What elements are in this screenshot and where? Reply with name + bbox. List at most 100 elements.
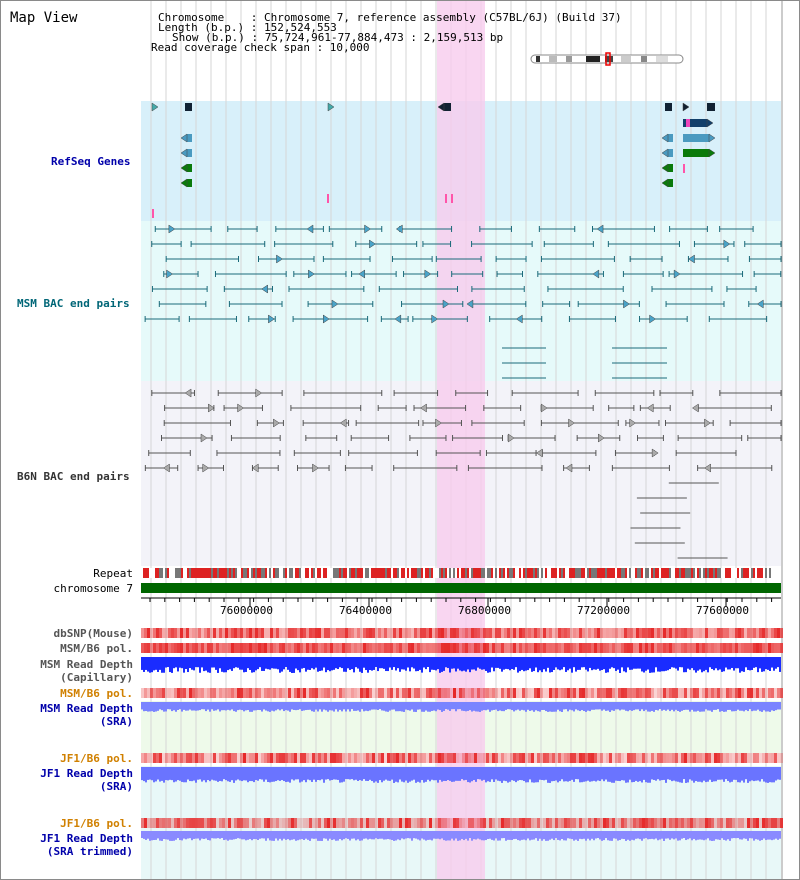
jf1-b6-pol-strip	[396, 753, 399, 763]
jf1-depth-trimmed-bar	[739, 831, 741, 840]
jf1-b6-pol-strip	[774, 753, 777, 763]
msm-b6-pol-strip-2	[252, 688, 255, 698]
msm-depth-capillary-bar	[657, 657, 659, 672]
jf1-depth-sra-bar	[571, 767, 573, 780]
jf1-b6-pol-strip	[501, 753, 504, 763]
msm-depth-capillary-bar	[561, 657, 563, 670]
track-label-jf1-b6-pol-2: JF1/B6 pol.	[60, 817, 133, 830]
msm-depth-capillary-bar	[409, 657, 411, 672]
b6n-bac-pair-end	[598, 433, 605, 443]
dbsnp-strip	[273, 628, 276, 638]
track-label-msm-bac[interactable]: MSM BAC end pairs	[17, 297, 130, 310]
jf1-b6-pol-strip-2	[147, 818, 150, 828]
msm-depth-sra-bar	[381, 702, 383, 711]
msm-b6-pol-strip	[234, 643, 237, 653]
jf1-depth-trimmed-bar	[301, 831, 303, 840]
msm-depth-capillary-bar	[475, 657, 477, 671]
jf1-depth-trimmed-bar	[143, 831, 145, 839]
jf1-depth-trimmed-bar	[233, 831, 235, 840]
b6n-bac-pair-end	[237, 403, 245, 413]
repeat-segment	[161, 568, 163, 578]
msm-depth-capillary-bar	[377, 657, 379, 672]
msm-b6-pol-strip-2	[288, 688, 291, 698]
msm-depth-capillary-bar	[197, 657, 199, 668]
msm-depth-sra-bar	[641, 702, 643, 710]
msm-bac-pair-end	[649, 314, 657, 324]
jf1-depth-trimmed-bar	[399, 831, 401, 841]
repeat-segment	[737, 568, 739, 578]
jf1-depth-sra-bar	[239, 767, 241, 781]
msm-depth-capillary-bar	[159, 657, 161, 670]
msm-depth-capillary-bar	[545, 657, 547, 672]
dbsnp-strip	[456, 628, 459, 638]
jf1-depth-sra-bar	[767, 767, 769, 783]
msm-b6-pol-strip	[411, 643, 414, 653]
jf1-b6-pol-strip	[573, 753, 576, 763]
repeat-segment	[761, 568, 763, 578]
msm-b6-pol-strip	[654, 643, 657, 653]
jf1-b6-pol-strip-2	[654, 818, 657, 828]
msm-depth-capillary-bar	[465, 657, 467, 672]
repeat-segment	[647, 568, 649, 578]
jf1-depth-trimmed-bar	[527, 831, 529, 839]
msm-depth-capillary-bar	[287, 657, 289, 670]
jf1-b6-pol-strip-2	[303, 818, 306, 828]
repeat-segment	[159, 568, 161, 578]
msm-depth-sra-bar	[509, 702, 511, 710]
msm-depth-sra-bar	[659, 702, 661, 710]
jf1-depth-trimmed-bar	[303, 831, 305, 841]
msm-depth-sra-bar	[491, 702, 493, 711]
repeat-segment	[545, 568, 547, 578]
repeat-segment	[571, 568, 573, 578]
jf1-b6-pol-strip	[714, 753, 717, 763]
msm-depth-sra-bar	[215, 702, 217, 711]
repeat-segment	[671, 568, 673, 578]
repeat-segment	[187, 568, 189, 578]
repeat-segment	[605, 568, 607, 578]
jf1-depth-sra-bar	[447, 767, 449, 781]
msm-depth-sra-bar	[633, 702, 635, 711]
jf1-depth-sra-bar	[559, 767, 561, 782]
track-label-refseq[interactable]: RefSeq Genes	[51, 155, 131, 168]
jf1-b6-pol-strip	[759, 753, 762, 763]
jf1-depth-sra-bar	[669, 767, 671, 780]
msm-depth-sra-bar	[741, 702, 743, 711]
msm-depth-sra-bar	[337, 702, 339, 712]
ideogram-band	[605, 56, 613, 62]
jf1-b6-pol-strip-2	[336, 818, 339, 828]
jf1-depth-trimmed-bar	[751, 831, 753, 839]
jf1-b6-pol-strip	[189, 753, 192, 763]
jf1-depth-trimmed-bar	[413, 831, 415, 839]
jf1-depth-trimmed-bar	[633, 831, 635, 841]
jf1-b6-pol-strip-2	[705, 818, 708, 828]
jf1-b6-pol-strip	[732, 753, 735, 763]
msm-depth-capillary-bar	[517, 657, 519, 673]
jf1-depth-sra-bar	[241, 767, 243, 782]
msm-depth-sra-bar	[293, 702, 295, 710]
jf1-depth-trimmed-bar	[317, 831, 319, 841]
jf1-depth-trimmed-bar	[429, 831, 431, 840]
msm-depth-capillary-bar	[689, 657, 691, 670]
jf1-depth-sra-bar	[749, 767, 751, 782]
msm-depth-sra-bar	[149, 702, 151, 712]
msm-depth-sra-bar	[395, 702, 397, 712]
jf1-b6-pol-strip	[459, 753, 462, 763]
dbsnp-strip	[609, 628, 612, 638]
msm-depth-sra-bar	[629, 702, 631, 711]
msm-b6-pol-strip	[711, 643, 714, 653]
repeat-segment	[431, 568, 433, 578]
repeat-segment	[341, 568, 343, 578]
msm-b6-pol-strip	[288, 643, 291, 653]
jf1-depth-sra-bar	[369, 767, 371, 780]
msm-b6-pol-strip-2	[363, 688, 366, 698]
repeat-segment	[531, 568, 533, 578]
repeat-segment	[707, 568, 709, 578]
jf1-depth-trimmed-bar	[273, 831, 275, 841]
track-label-b6n-bac[interactable]: B6N BAC end pairs	[17, 470, 130, 483]
jf1-depth-trimmed-bar	[679, 831, 681, 841]
jf1-depth-trimmed-bar	[753, 831, 755, 841]
msm-depth-sra-bar	[443, 702, 445, 711]
msm-b6-pol-strip	[771, 643, 774, 653]
jf1-b6-pol-strip-2	[321, 818, 324, 828]
